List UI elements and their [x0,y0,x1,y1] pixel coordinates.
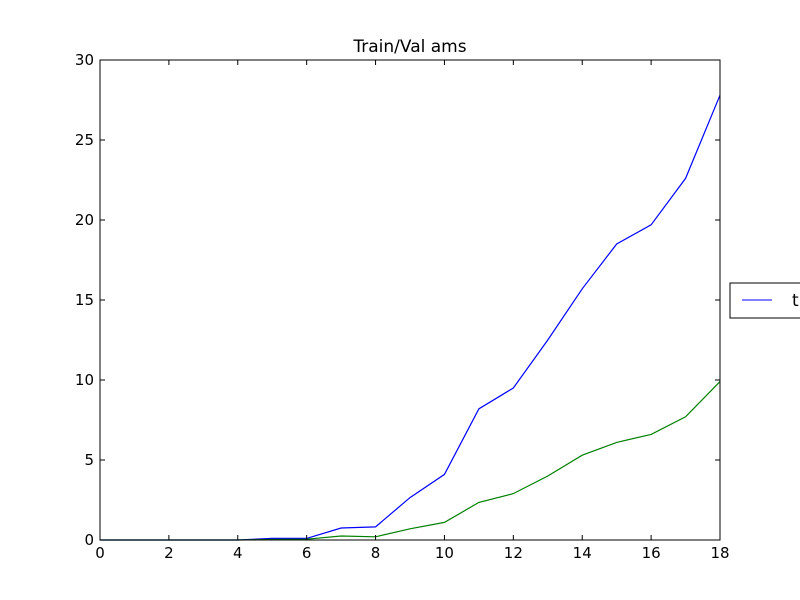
legend: t [729,282,800,319]
y-tick-label: 0 [84,531,94,549]
x-tick-label: 14 [573,544,592,562]
x-tick-label: 18 [710,544,729,562]
legend-label: t [792,291,799,311]
y-axis: 0 5 10 15 20 25 30 [75,51,720,549]
x-tick-label: 16 [642,544,661,562]
x-tick-label: 6 [302,544,312,562]
plot-frame [99,59,721,541]
x-axis: 0 2 4 6 8 10 12 14 16 18 [95,60,730,562]
series-line-2 [100,381,721,541]
series-line-1 [100,94,721,541]
y-tick-label: 30 [75,51,94,69]
x-tick-label: 0 [95,544,105,562]
y-tick-label: 10 [75,371,94,389]
y-tick-label: 20 [75,211,94,229]
y-tick-label: 5 [84,451,94,469]
x-tick-label: 12 [504,544,523,562]
y-tick-label: 25 [75,131,94,149]
x-tick-label: 10 [435,544,454,562]
x-tick-label: 8 [371,544,381,562]
chart-title: Train/Val ams [352,37,466,57]
x-tick-label: 4 [233,544,243,562]
y-tick-label: 15 [75,291,94,309]
plot-area [100,94,721,541]
x-tick-label: 2 [164,544,174,562]
